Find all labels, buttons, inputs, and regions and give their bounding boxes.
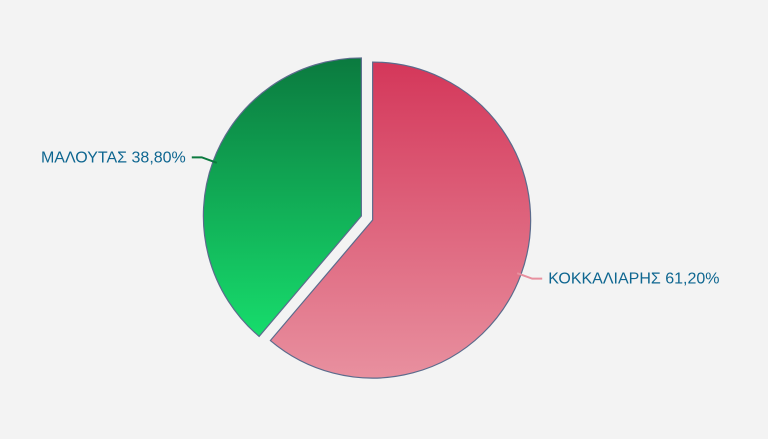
leader-line	[516, 272, 543, 280]
label-value: 61,20%	[665, 271, 719, 288]
slice-label: ΚΟΚΚΑΛΙΑΡΗΣ 61,20%	[548, 271, 719, 288]
label-category: ΜΑΛΟΥΤΑΣ	[41, 150, 127, 167]
leader-line	[191, 156, 218, 164]
label-value: 38,80%	[132, 150, 186, 167]
label-category: ΚΟΚΚΑΛΙΑΡΗΣ	[548, 271, 661, 288]
slice-label: ΜΑΛΟΥΤΑΣ 38,80%	[41, 150, 186, 167]
